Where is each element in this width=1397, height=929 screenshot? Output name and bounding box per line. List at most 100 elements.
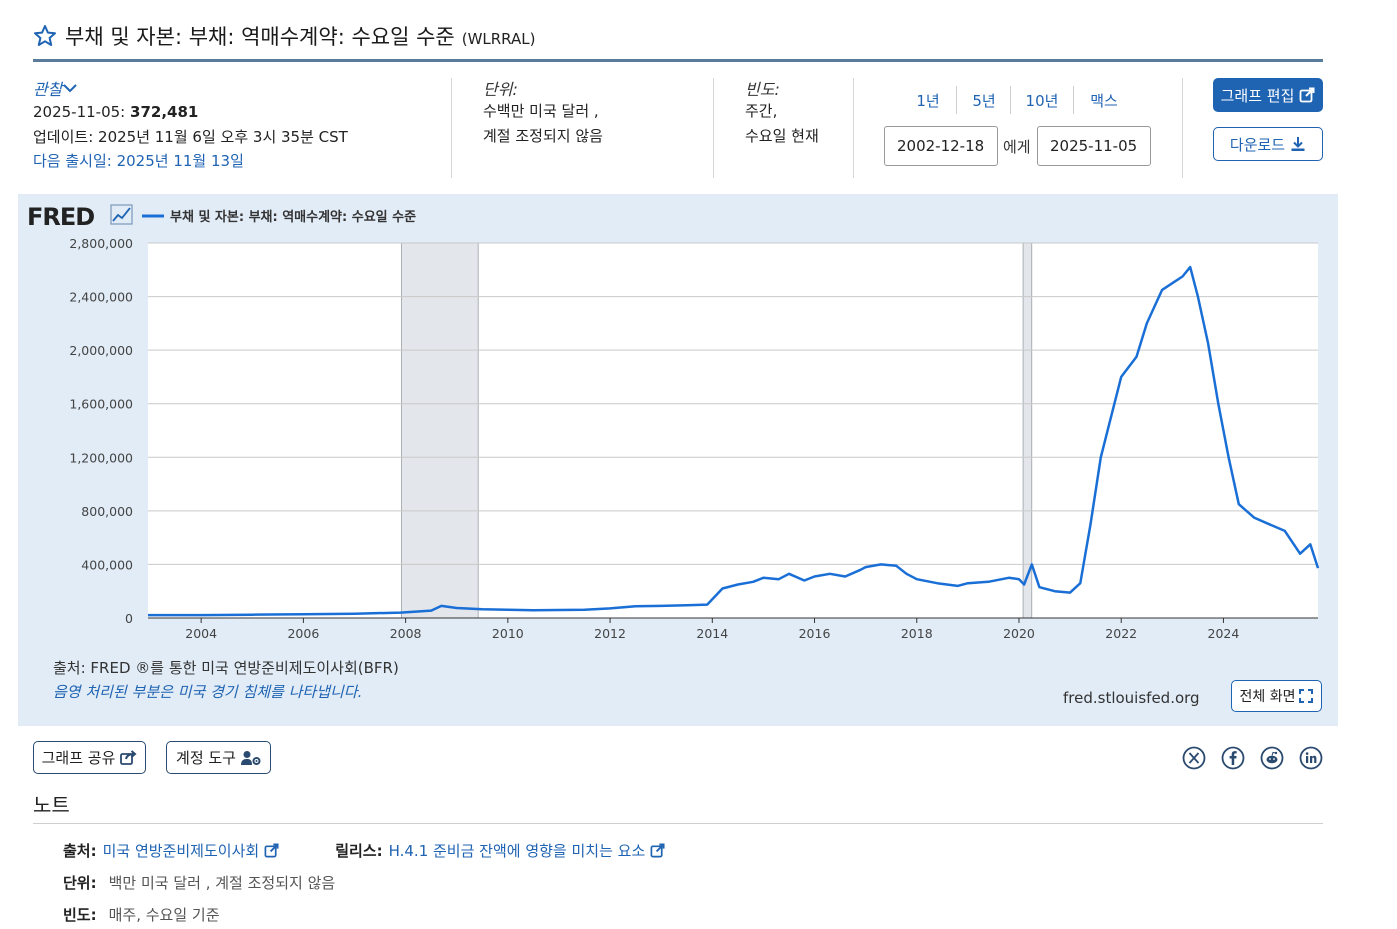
fullscreen-icon: [1299, 689, 1314, 703]
chart-panel: FRED 부채 및 자본: 부채: 역매수계약: 수요일 수준 0 400,000…: [18, 194, 1338, 726]
range-divider: [956, 86, 957, 114]
page-title: 부채 및 자본: 부채: 역매수계약: 수요일 수준: [65, 25, 455, 49]
recession-shading: [401, 242, 1033, 619]
linkedin-icon[interactable]: [1299, 746, 1323, 770]
meta-divider: [713, 78, 714, 178]
y-tick-label: 1,200,000: [69, 450, 133, 465]
fred-logo-text: FRED: [27, 203, 94, 231]
observation-dropdown[interactable]: 관찰: [33, 76, 78, 100]
title-row: 부채 및 자본: 부채: 역매수계약: 수요일 수준 (WLRRAL): [33, 20, 535, 52]
observation-label: 관찰: [33, 80, 63, 99]
recession-note: 음영 처리된 부분은 미국 경기 침체를 나타냅니다.: [53, 683, 363, 701]
fullscreen-button[interactable]: 전체 화면: [1231, 680, 1322, 712]
frequency-line1: 주간,: [745, 102, 778, 120]
notes-divider: [33, 823, 1323, 824]
x-tick-label: 2010: [492, 626, 524, 641]
start-date-input[interactable]: [884, 126, 998, 166]
series-line[interactable]: [148, 265, 1320, 617]
external-link-icon: [650, 843, 665, 858]
note-frequency-key: 빈도:: [63, 906, 97, 924]
y-tick-label: 0: [125, 611, 133, 626]
reddit-icon[interactable]: [1260, 746, 1284, 770]
to-label: 에게: [1003, 138, 1031, 156]
range-divider: [1073, 86, 1074, 114]
y-tick-label: 2,800,000: [69, 236, 133, 251]
x-icon[interactable]: [1182, 746, 1206, 770]
account-tools-label: 계정 도구: [176, 749, 236, 767]
end-date-input[interactable]: [1037, 126, 1151, 166]
range-10y-button[interactable]: 10년: [1025, 92, 1059, 110]
star-icon[interactable]: [33, 24, 57, 48]
note-release-key: 릴리스:: [335, 842, 383, 860]
facebook-icon[interactable]: [1221, 746, 1245, 770]
note-source-link[interactable]: 미국 연방준비제도이사회: [102, 842, 260, 860]
x-tick-label: 2008: [390, 626, 422, 641]
share-graph-button[interactable]: 그래프 공유: [33, 741, 146, 774]
external-link-icon: [264, 843, 279, 858]
recession-band: [1022, 242, 1033, 619]
frequency-line2: 수요일 현재: [745, 127, 819, 145]
x-axis: 2004 2006 2008 2010 2012 2014 2016 2018 2020 2022…: [148, 617, 1318, 641]
edit-graph-label: 그래프 편집: [1220, 86, 1295, 105]
fred-url: fred.stlouisfed.org: [1063, 689, 1200, 707]
user-gear-icon: [240, 750, 261, 765]
share-graph-label: 그래프 공유: [41, 749, 116, 767]
y-tick-label: 800,000: [81, 504, 133, 519]
range-1y-button[interactable]: 1년: [916, 92, 940, 110]
y-tick-label: 2,400,000: [69, 290, 133, 305]
observation-value: 372,481: [130, 103, 199, 121]
note-source-row: 출처: 미국 연방준비제도이사회 릴리스: H.4.1 준비금 잔액에 영향을 …: [63, 840, 665, 861]
external-edit-icon: [1299, 87, 1315, 103]
note-frequency-row: 빈도: 매주, 수요일 기준: [63, 904, 220, 925]
chart-svg: FRED 부채 및 자본: 부채: 역매수계약: 수요일 수준 0 400,000…: [27, 203, 1320, 641]
units-line2: 계절 조정되지 않음: [483, 127, 603, 145]
observation-value-line: 2025-11-05: 372,481: [33, 100, 198, 125]
line-graph-icon: [110, 204, 133, 225]
x-tick-label: 2012: [594, 626, 626, 641]
frequency-label: 빈도:: [745, 80, 780, 99]
series-id: (WLRRAL): [461, 29, 536, 48]
note-frequency-value: 매주, 수요일 기준: [108, 906, 220, 924]
meta-divider: [1182, 78, 1183, 178]
download-button[interactable]: 다운로드: [1213, 127, 1323, 161]
units-label: 단위:: [483, 80, 518, 99]
observation-date: 2025-11-05:: [33, 103, 126, 121]
x-tick-label: 2014: [696, 626, 728, 641]
x-tick-label: 2022: [1105, 626, 1137, 641]
x-tick-label: 2024: [1208, 626, 1240, 641]
chart-source: 출처: FRED ®를 통한 미국 연방준비제도이사회(BFR): [53, 659, 399, 677]
note-units-value: 백만 미국 달러 , 계절 조정되지 않음: [108, 874, 336, 892]
x-tick-label: 2006: [287, 626, 319, 641]
legend: 부채 및 자본: 부채: 역매수계약: 수요일 수준: [142, 209, 416, 225]
range-5y-button[interactable]: 5년: [972, 92, 996, 110]
note-release-link[interactable]: H.4.1 준비금 잔액에 영향을 미치는 요소: [388, 842, 646, 860]
recession-band: [401, 242, 479, 619]
updated-text: 업데이트: 2025년 11월 6일 오후 3시 35분 CST: [33, 128, 348, 146]
note-source-key: 출처:: [63, 842, 97, 860]
download-label: 다운로드: [1229, 135, 1286, 154]
y-axis: 0 400,000 800,000 1,200,000 1,600,000 2,000,0…: [69, 236, 133, 626]
meta-divider: [451, 78, 452, 178]
plot-area: [148, 243, 1318, 618]
x-tick-label: 2018: [901, 626, 933, 641]
notes-heading: 노트: [33, 793, 70, 817]
title-divider: [33, 59, 1323, 62]
note-units-key: 단위:: [63, 874, 97, 892]
note-units-row: 단위: 백만 미국 달러 , 계절 조정되지 않음: [63, 872, 335, 893]
y-tick-label: 2,000,000: [69, 343, 133, 358]
fred-logo: FRED: [27, 203, 133, 231]
share-icon: [120, 750, 137, 765]
range-max-button[interactable]: 맥스: [1090, 92, 1118, 110]
next-release-link[interactable]: 다음 출시일: 2025년 11월 13일: [33, 152, 244, 170]
account-tools-button[interactable]: 계정 도구: [166, 741, 271, 774]
range-divider: [1010, 86, 1011, 114]
edit-graph-button[interactable]: 그래프 편집: [1213, 78, 1323, 112]
download-icon: [1291, 137, 1305, 151]
x-tick-label: 2004: [185, 626, 217, 641]
units-line1: 수백만 미국 달러 ,: [483, 102, 599, 120]
y-tick-label: 400,000: [81, 557, 133, 572]
x-tick-label: 2020: [1003, 626, 1035, 641]
legend-label: 부채 및 자본: 부채: 역매수계약: 수요일 수준: [170, 209, 416, 225]
meta-divider: [853, 78, 854, 178]
fullscreen-label: 전체 화면: [1239, 689, 1296, 705]
